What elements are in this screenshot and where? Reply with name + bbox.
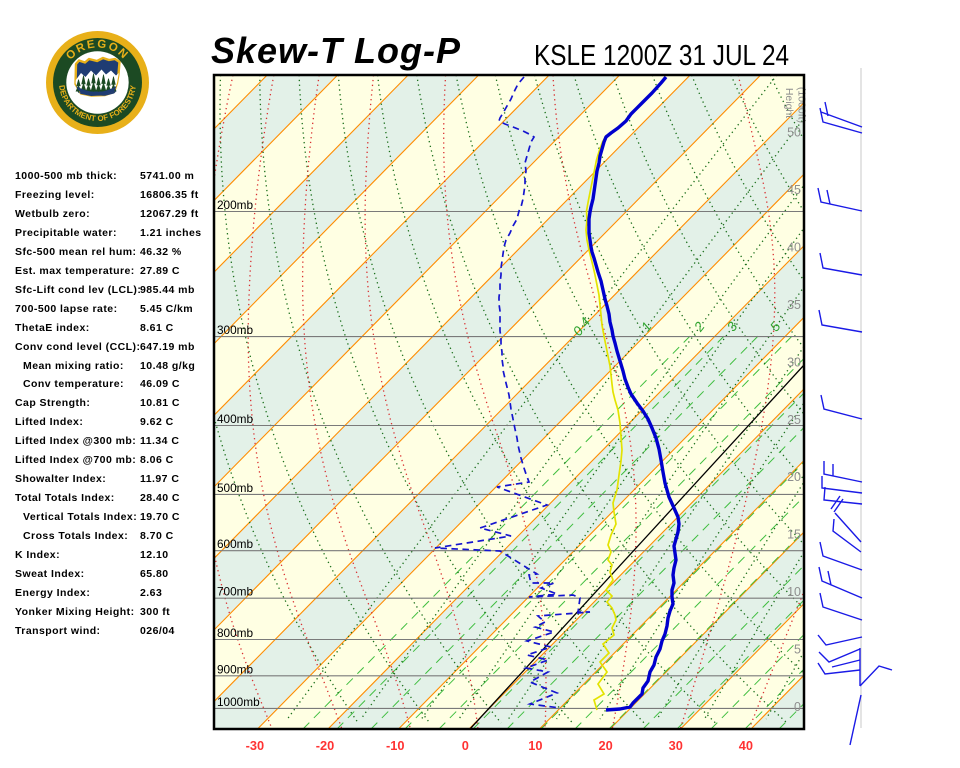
svg-text:30: 30 xyxy=(669,738,683,753)
svg-text:1000mb: 1000mb xyxy=(217,695,260,709)
svg-text:-20: -20 xyxy=(316,738,335,753)
svg-text:0: 0 xyxy=(794,700,801,714)
svg-text:Height: Height xyxy=(783,88,795,118)
svg-text:300mb: 300mb xyxy=(217,323,254,337)
svg-text:25: 25 xyxy=(787,413,801,427)
svg-text:900mb: 900mb xyxy=(217,662,254,676)
svg-text:400mb: 400mb xyxy=(217,412,254,426)
svg-text:35: 35 xyxy=(787,298,801,312)
svg-text:10: 10 xyxy=(528,738,542,753)
svg-text:40: 40 xyxy=(787,240,801,254)
svg-text:200mb: 200mb xyxy=(217,198,254,212)
svg-text:0: 0 xyxy=(462,738,469,753)
svg-text:500mb: 500mb xyxy=(217,481,254,495)
svg-text:40: 40 xyxy=(739,738,753,753)
svg-text:30: 30 xyxy=(787,355,801,369)
svg-text:5: 5 xyxy=(794,643,801,657)
svg-text:(1000ft): (1000ft) xyxy=(796,87,808,123)
svg-text:50: 50 xyxy=(787,126,801,140)
svg-text:-10: -10 xyxy=(386,738,405,753)
svg-text:20: 20 xyxy=(787,470,801,484)
svg-text:10: 10 xyxy=(787,585,801,599)
svg-text:800mb: 800mb xyxy=(217,626,254,640)
svg-text:700mb: 700mb xyxy=(217,585,254,599)
svg-text:20: 20 xyxy=(598,738,612,753)
svg-text:600mb: 600mb xyxy=(217,537,254,551)
svg-text:-30: -30 xyxy=(246,738,265,753)
svg-text:15: 15 xyxy=(787,528,801,542)
svg-text:45: 45 xyxy=(787,183,801,197)
